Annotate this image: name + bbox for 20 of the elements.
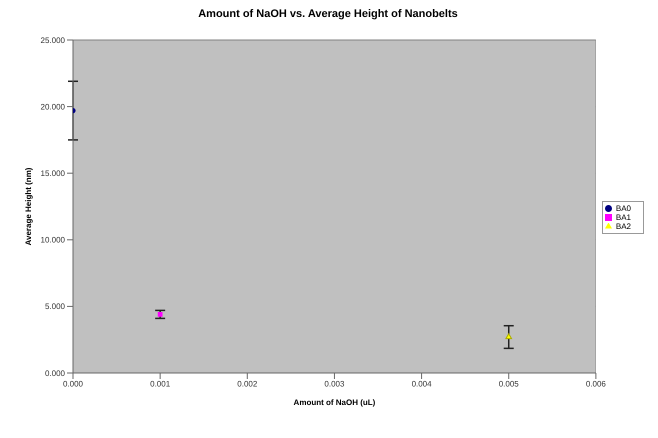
y-tick-label: 10.000 (40, 236, 66, 245)
legend-label: BA2 (616, 222, 631, 231)
legend-label: BA0 (616, 204, 631, 213)
x-tick-label: 0.000 (62, 380, 84, 389)
y-axis-title: Average Height (nm) (24, 167, 33, 246)
x-tick-label: 0.005 (498, 380, 520, 389)
y-tick-label: 0.000 (44, 368, 66, 378)
y-tick-label: 5.000 (44, 302, 66, 312)
chart-title: Amount of NaOH vs. Average Height of Nanobelts (197, 8, 459, 20)
x-tick-label: 0.004 (412, 380, 432, 389)
legend-label: BA1 (616, 213, 631, 222)
y-tick-label: 20.000 (40, 102, 66, 112)
point (505, 333, 512, 340)
x-tick-label: 0.002 (237, 380, 258, 389)
y-tick-label: 25.000 (40, 36, 66, 45)
x-tick-label: 0.001 (150, 380, 171, 389)
x-tick-label: 0.003 (324, 380, 345, 389)
x-tick-label: 0.006 (586, 380, 606, 389)
y-tick-label: 15.000 (40, 169, 66, 178)
x-axis-title: Amount of NaOH (uL) (294, 398, 376, 407)
